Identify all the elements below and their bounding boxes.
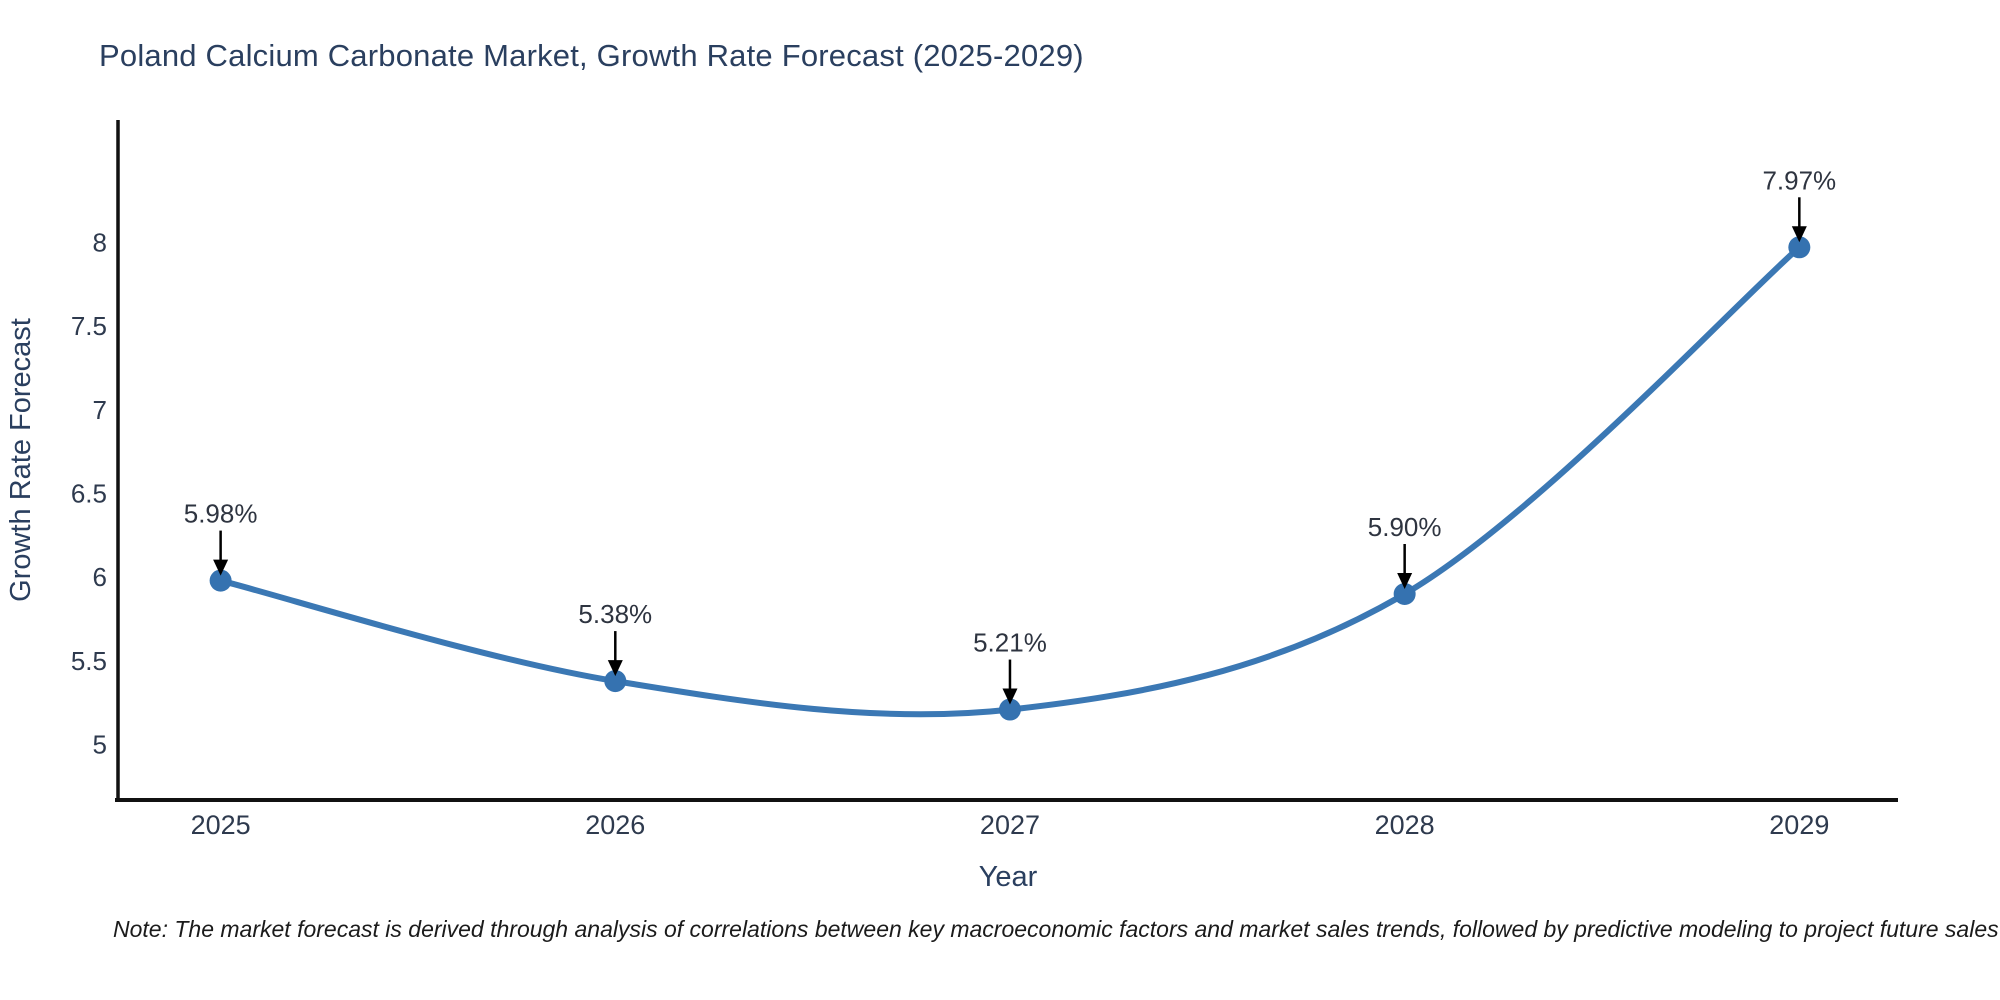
data-point-marker[interactable] [209, 569, 232, 592]
x-tick-label: 2028 [1375, 810, 1435, 840]
y-tick-label: 7.5 [71, 311, 107, 341]
data-point-marker[interactable] [1788, 236, 1811, 259]
annotation-arrowhead-icon [607, 660, 623, 677]
y-tick-label: 5 [93, 730, 107, 760]
annotation-arrowhead-icon [213, 559, 229, 576]
chart-title: Poland Calcium Carbonate Market, Growth … [99, 38, 1084, 73]
footnote: Note: The market forecast is derived thr… [113, 916, 1999, 942]
data-point-marker[interactable] [998, 698, 1021, 721]
annotation-arrowhead-icon [1002, 688, 1018, 705]
data-point-label: 5.21% [973, 628, 1047, 658]
x-tick-label: 2025 [191, 810, 251, 840]
forecast-line [217, 244, 1803, 718]
data-point-marker[interactable] [604, 670, 627, 693]
annotation-arrowhead-icon [1791, 226, 1807, 243]
x-tick-label: 2029 [1769, 810, 1829, 840]
annotation-arrowhead-icon [1397, 572, 1413, 589]
x-tick-label: 2026 [585, 810, 645, 840]
y-tick-label: 7 [93, 395, 107, 425]
y-tick-label: 6 [93, 562, 107, 592]
data-point-marker[interactable] [1393, 582, 1416, 605]
data-point-label: 5.38% [578, 599, 652, 629]
y-tick-label: 8 [93, 227, 107, 257]
data-point-label: 5.90% [1368, 512, 1442, 542]
x-tick-label: 2027 [980, 810, 1040, 840]
y-axis-title: Growth Rate Forecast [5, 318, 37, 602]
data-point-label: 7.97% [1762, 165, 1836, 195]
x-axis-title: Year [979, 861, 1038, 893]
data-point-label: 5.98% [184, 499, 258, 529]
y-tick-label: 6.5 [71, 478, 107, 508]
y-tick-label: 5.5 [71, 646, 107, 676]
